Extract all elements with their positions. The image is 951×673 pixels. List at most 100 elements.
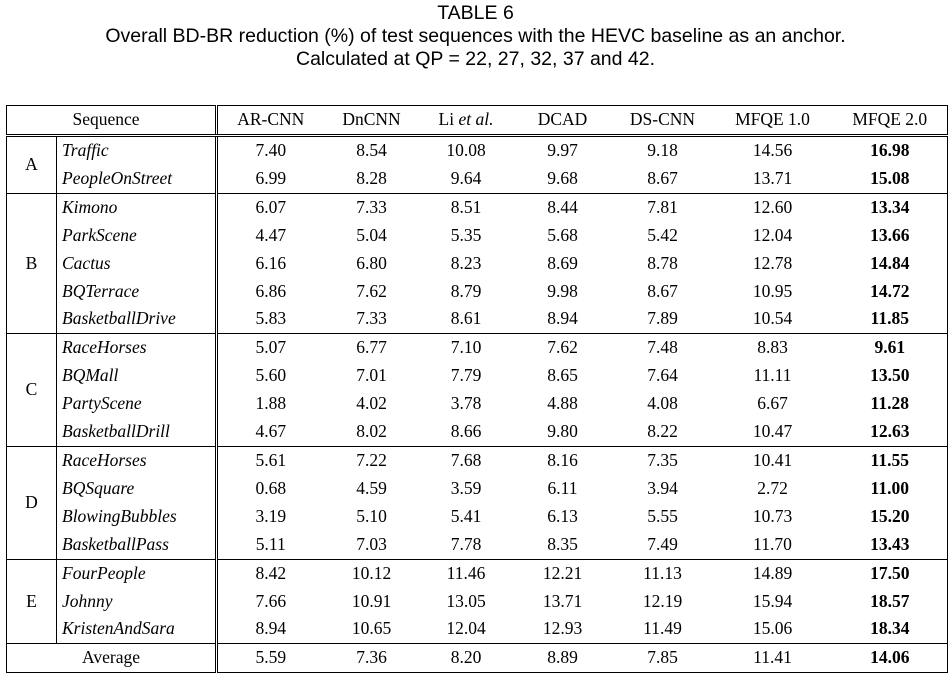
value-cell: 7.78 (450, 533, 482, 554)
sequence-name: RaceHorses (56, 333, 217, 363)
sequence-name: FourPeople (56, 558, 217, 588)
value-cell: 9.61 (832, 333, 948, 363)
value-cell: 7.03 (356, 533, 387, 554)
value-cell: 11.70 (753, 533, 792, 554)
average-value: 14.06 (832, 643, 948, 673)
value-cell: 8.94 (215, 615, 324, 644)
sequence-name: PartyScene (62, 393, 142, 414)
value-cell: 14.56 (752, 140, 793, 160)
average-value: 5.59 (215, 643, 324, 673)
class-header (6, 105, 57, 137)
value-cell: 8.69 (547, 252, 578, 273)
sequence-name: BasketballDrill (62, 421, 170, 442)
value-cell: 3.94 (647, 477, 678, 498)
method-header-name: Li (438, 109, 455, 130)
sequence-name: ParkScene (62, 224, 137, 245)
value-cell: 5.60 (215, 362, 324, 391)
value-cell: 13.05 (446, 590, 486, 611)
value-cell: 12.93 (542, 618, 583, 639)
value-cell: 6.67 (757, 393, 788, 414)
value-cell: 5.68 (547, 224, 578, 245)
value-cell: 10.95 (752, 280, 793, 301)
value-cell: 10.73 (752, 505, 793, 526)
value-cell: 12.19 (642, 590, 683, 611)
value-cell: 12.63 (832, 418, 948, 447)
value-cell: 7.33 (356, 308, 387, 329)
value-cell: 7.79 (450, 365, 482, 386)
table-body: A Traffic 7.40 8.54 10.08 9.97 9.18 14.56 16.98 P… (6, 135, 948, 673)
value-cell: 9.18 (647, 140, 678, 160)
average-value: 8.89 (512, 643, 613, 673)
value-cell: 8.22 (647, 421, 678, 442)
table-caption: TABLE 6 Overall BD-BR reduction (%) of t… (0, 2, 951, 71)
value-cell: 8.51 (419, 192, 513, 222)
value-cell: 1.88 (215, 390, 324, 419)
value-cell: 4.02 (356, 393, 387, 414)
value-cell: 8.67 (647, 167, 678, 188)
value-cell: 10.65 (351, 618, 392, 639)
value-cell: 13.50 (832, 362, 948, 391)
value-cell: 7.01 (356, 365, 387, 386)
table-row: E FourPeople 8.42 10.12 11.46 12.21 11.13 14.89… (6, 558, 948, 644)
value-cell: 8.02 (356, 421, 387, 442)
method-header: DCAD (512, 105, 613, 137)
value-cell: 4.47 (215, 221, 324, 250)
table-row: BasketballDrive 5.83 7.33 8.61 8.94 7.89 10.54… (7, 305, 948, 334)
value-cell: 11.49 (643, 618, 682, 639)
value-cell: 6.16 (215, 249, 324, 278)
value-cell: 7.49 (647, 533, 678, 554)
average-row: Average 5.59 7.36 8.20 8.89 7.85 11.41 14.06 (6, 643, 948, 673)
table-row: A Traffic 7.40 8.54 10.08 9.97 9.18 14.56 16.98 (6, 135, 948, 194)
value-cell: 8.54 (356, 140, 387, 160)
value-cell: 4.59 (356, 477, 387, 498)
value-cell: 7.68 (419, 445, 513, 475)
value-cell: 11.28 (832, 390, 948, 419)
value-cell: 8.83 (712, 333, 833, 363)
table-row: PeopleOnStreet 6.99 8.28 9.64 9.68 8.67 13.71 1… (7, 164, 948, 194)
table-row: BlowingBubbles 3.19 5.10 5.41 6.13 5.55 10.73 1… (7, 502, 948, 531)
value-cell: 9.98 (547, 280, 578, 301)
class-cell: C (6, 333, 57, 447)
value-cell: 13.71 (752, 167, 793, 188)
value-cell: 5.41 (450, 505, 482, 526)
value-cell: 10.54 (752, 308, 793, 329)
value-cell: 7.22 (323, 445, 420, 475)
value-cell: 4.08 (647, 393, 678, 414)
value-cell: 10.41 (712, 445, 833, 475)
sequence-name: BasketballPass (62, 533, 169, 554)
value-cell: 15.06 (752, 618, 793, 639)
value-cell: 5.35 (450, 224, 482, 245)
value-cell: 8.28 (356, 167, 387, 188)
value-cell: 9.80 (547, 421, 578, 442)
value-cell: 3.78 (450, 393, 482, 414)
class-cell: D (6, 445, 57, 560)
value-cell: 9.68 (547, 167, 578, 188)
value-cell: 13.34 (832, 192, 948, 222)
value-cell: 8.67 (647, 280, 678, 301)
value-cell: 10.47 (752, 421, 793, 442)
value-cell: 8.65 (547, 365, 578, 386)
method-header-etal: et al. (458, 109, 494, 130)
value-cell: 5.07 (215, 333, 324, 363)
value-cell: 2.72 (757, 477, 788, 498)
value-cell: 11.46 (419, 558, 513, 588)
value-cell: 7.35 (612, 445, 713, 475)
value-cell: 15.20 (832, 502, 948, 531)
value-cell: 7.62 (356, 280, 387, 301)
table-row: ParkScene 4.47 5.04 5.35 5.68 5.42 12.04 13.66 (7, 221, 948, 250)
value-cell: 5.42 (647, 224, 678, 245)
value-cell: 4.88 (547, 393, 578, 414)
table-row: D RaceHorses 5.61 7.22 7.68 8.16 7.35 10.41 11.5… (6, 445, 948, 560)
value-cell: 5.11 (215, 530, 324, 560)
value-cell: 13.71 (542, 590, 583, 611)
sequence-name: BlowingBubbles (62, 505, 177, 526)
table-row: Cactus 6.16 6.80 8.23 8.69 8.78 12.78 14.84 (7, 249, 948, 278)
value-cell: 5.10 (356, 505, 387, 526)
value-cell: 8.78 (647, 252, 678, 273)
value-cell: 3.19 (215, 502, 324, 531)
average-value: 7.85 (612, 643, 713, 673)
value-cell: 12.78 (752, 252, 793, 273)
value-cell: 18.34 (832, 615, 948, 644)
value-cell: 11.55 (832, 445, 948, 475)
table-row: BQSquare 0.68 4.59 3.59 6.11 3.94 2.72 11.00 (7, 474, 948, 503)
